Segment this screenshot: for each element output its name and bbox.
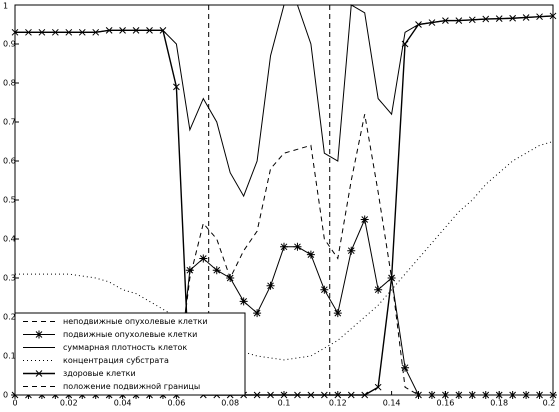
star-marker — [347, 246, 356, 255]
star-marker — [226, 274, 235, 282]
x-marker — [25, 28, 32, 36]
star-marker — [549, 391, 557, 399]
x-marker — [105, 26, 113, 34]
x-marker — [522, 14, 530, 21]
star-marker — [414, 391, 423, 399]
x-tick-label: 0.08 — [221, 399, 239, 408]
x-marker — [253, 391, 261, 399]
x-marker — [415, 21, 422, 28]
star-marker — [306, 250, 315, 259]
x-tick-label: 0.14 — [383, 399, 401, 408]
star-marker — [320, 285, 329, 294]
star-marker — [360, 215, 369, 224]
legend-box — [14, 312, 246, 396]
star-marker — [212, 266, 221, 275]
x-marker — [495, 15, 503, 23]
x-tick-label: 0.2 — [543, 399, 556, 408]
x-tick-label: 0.16 — [436, 399, 454, 408]
x-marker — [320, 391, 328, 399]
x-marker — [173, 83, 180, 91]
star-marker — [239, 297, 248, 306]
star-marker — [374, 285, 383, 294]
x-marker — [428, 19, 436, 26]
legend-label: неподвижные опухолевые клетки — [63, 317, 208, 326]
x-marker — [11, 28, 19, 36]
y-tick-label: 0.5 — [3, 196, 16, 205]
x-marker — [78, 28, 86, 36]
y-tick-label: 0.8 — [3, 79, 16, 88]
x-marker — [482, 15, 490, 23]
x-marker — [65, 28, 73, 36]
x-marker — [159, 26, 167, 34]
legend-marker — [35, 330, 43, 339]
x-marker — [307, 391, 315, 399]
x-marker — [119, 26, 126, 34]
x-marker — [388, 274, 395, 282]
x-marker — [468, 16, 476, 24]
x-marker — [536, 13, 543, 21]
star-marker — [427, 391, 436, 399]
x-marker — [51, 28, 59, 36]
legend-label: подвижные опухолевые клетки — [63, 330, 197, 339]
x-marker — [38, 28, 46, 36]
star-marker — [333, 309, 342, 318]
x-marker — [280, 391, 288, 399]
x-marker — [509, 14, 517, 22]
x-marker — [549, 12, 557, 20]
star-marker — [441, 391, 450, 399]
star-marker — [199, 254, 208, 263]
legend-label: суммарная плотность клеток — [63, 343, 187, 352]
y-tick-label: 0.4 — [3, 235, 16, 244]
star-marker — [401, 363, 410, 372]
legend-label: концентрация субстрата — [63, 356, 169, 365]
star-marker — [481, 391, 490, 399]
x-marker — [442, 17, 449, 24]
y-tick-label: 0.6 — [3, 157, 16, 166]
y-tick-label: 0.1 — [3, 352, 16, 361]
y-tick-label: 0 — [3, 391, 8, 400]
star-marker — [266, 281, 275, 290]
y-tick-label: 0.9 — [3, 40, 16, 49]
x-tick-label: 0.1 — [278, 399, 291, 408]
y-tick-label: 0.3 — [3, 274, 16, 283]
y-tick-label: 1 — [3, 2, 8, 11]
x-tick-label: 0.02 — [60, 399, 78, 408]
x-marker — [347, 391, 355, 399]
x-marker — [92, 28, 100, 36]
legend-label: положение подвижной границы — [63, 382, 200, 391]
x-tick-label: 0.04 — [114, 399, 132, 408]
x-marker — [401, 40, 409, 48]
star-marker — [253, 309, 262, 318]
x-marker — [146, 26, 153, 34]
series-line — [15, 141, 554, 361]
star-marker — [280, 242, 288, 251]
legend-label: здоровые клетки — [63, 369, 136, 378]
star-marker — [454, 391, 463, 399]
y-tick-label: 0.2 — [3, 313, 16, 322]
star-marker — [293, 242, 302, 251]
x-marker — [294, 391, 301, 399]
star-marker — [468, 391, 477, 399]
star-marker — [185, 266, 194, 275]
x-marker — [455, 17, 463, 24]
y-tick-label: 0.7 — [3, 118, 16, 127]
star-marker — [535, 391, 544, 399]
star-marker — [522, 391, 531, 399]
star-marker — [508, 391, 517, 399]
x-tick-label: 0.18 — [490, 399, 508, 408]
x-marker — [334, 391, 342, 399]
x-marker — [132, 26, 140, 34]
x-marker — [361, 391, 369, 399]
x-tick-label: 0 — [12, 399, 17, 408]
x-marker — [374, 383, 382, 391]
star-marker — [495, 391, 504, 399]
legend-marker — [35, 370, 43, 377]
x-tick-label: 0.06 — [167, 399, 185, 408]
x-marker — [267, 391, 274, 399]
x-tick-label: 0.12 — [329, 399, 347, 408]
